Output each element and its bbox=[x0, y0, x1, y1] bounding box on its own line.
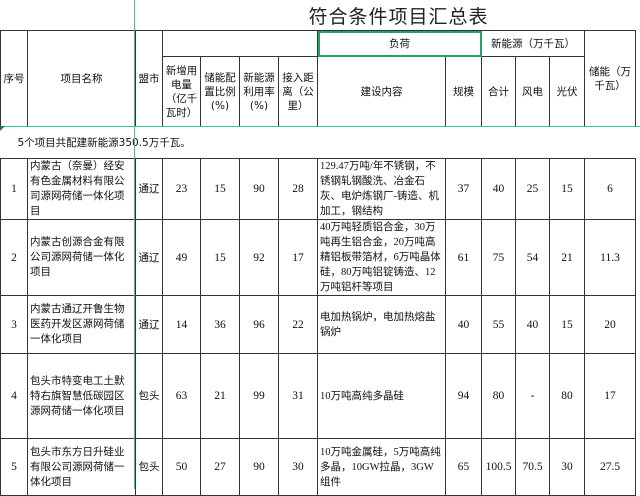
cell-util[interactable]: 96 bbox=[239, 295, 279, 354]
table-row: 2 内蒙古创源合金有限公司源网荷储一体化项目 通辽 49 15 92 17 40万吨轻质铝合金… bbox=[0, 219, 636, 296]
cell-seq[interactable]: 4 bbox=[0, 353, 28, 439]
cell-storage[interactable]: 11.3 bbox=[584, 219, 636, 296]
cell-ratio[interactable]: 15 bbox=[200, 219, 240, 296]
gridline-guide bbox=[0, 126, 640, 127]
cell-power[interactable]: 63 bbox=[162, 353, 201, 439]
cell-seq[interactable]: 1 bbox=[0, 158, 28, 220]
cell-ratio[interactable]: 21 bbox=[200, 353, 240, 439]
header-new-energy[interactable]: 新能源（万千瓦） bbox=[481, 30, 585, 57]
header-wind[interactable]: 风电 bbox=[515, 56, 550, 127]
cell-seq[interactable]: 5 bbox=[0, 438, 28, 496]
header-pv[interactable]: 光伏 bbox=[549, 56, 585, 127]
cell-pv[interactable]: 15 bbox=[549, 158, 585, 220]
header-utilization[interactable]: 新能源利用率(%) bbox=[239, 56, 279, 127]
cell-storage[interactable]: 20 bbox=[584, 295, 636, 354]
cell-name[interactable]: 内蒙古（奈曼）经安有色金属材料有限公司源网荷储一体化项目 bbox=[27, 158, 136, 220]
cell-name[interactable]: 内蒙古创源合金有限公司源网荷储一体化项目 bbox=[27, 219, 136, 296]
sheet-title: 符合条件项目汇总表 bbox=[308, 6, 489, 28]
header-storage[interactable]: 储能（万千瓦） bbox=[584, 30, 636, 127]
cell-dist[interactable]: 22 bbox=[278, 295, 318, 354]
cell-name[interactable]: 包头市特变电工土默特右旗智慧低碳园区源网荷储一体化项目 bbox=[27, 353, 136, 439]
cell-content[interactable]: 10万吨金属硅，5万吨高纯多晶，10GW拉晶，3GW组件 bbox=[317, 438, 446, 496]
cell-name[interactable]: 包头市东方日升硅业有限公司源网荷储一体化项目 bbox=[27, 438, 136, 496]
header-load[interactable]: 负荷 bbox=[317, 30, 482, 57]
cell-content[interactable]: 129.47万吨/年不锈钢，不锈钢轧钢酸洗、冶金石灰、电炉炼钢厂-铸造、机加工，… bbox=[317, 158, 446, 220]
table-row: 3 内蒙古通辽开鲁生物医药开发区源网荷储一体化项目 通辽 14 36 96 22 电加热锅炉，… bbox=[0, 295, 636, 354]
cell-util[interactable]: 99 bbox=[239, 353, 279, 439]
header-seq[interactable]: 序号 bbox=[0, 30, 28, 127]
header-power[interactable]: 新增用电量（亿千瓦时） bbox=[162, 56, 201, 127]
cell-power[interactable]: 23 bbox=[162, 158, 201, 220]
cell-ratio[interactable]: 15 bbox=[200, 158, 240, 220]
summary-row[interactable]: 5个项目共配建新能源350.5万千瓦。 bbox=[0, 126, 636, 159]
cell-total[interactable]: 40 bbox=[481, 158, 516, 220]
header-blank[interactable] bbox=[162, 30, 318, 57]
cell-name[interactable]: 内蒙古通辽开鲁生物医药开发区源网荷储一体化项目 bbox=[27, 295, 136, 354]
cell-scale[interactable]: 37 bbox=[445, 158, 482, 220]
cell-dist[interactable]: 30 bbox=[278, 438, 318, 496]
cell-scale[interactable]: 94 bbox=[445, 353, 482, 439]
cell-content[interactable]: 10万吨高纯多晶硅 bbox=[317, 353, 446, 439]
cell-storage[interactable]: 27.5 bbox=[584, 438, 636, 496]
cell-pv[interactable]: 21 bbox=[549, 219, 585, 296]
cell-total[interactable]: 55 bbox=[481, 295, 516, 354]
cell-pv[interactable]: 15 bbox=[549, 295, 585, 354]
table-row: 4 包头市特变电工土默特右旗智慧低碳园区源网荷储一体化项目 包头 63 21 99 31 10… bbox=[0, 353, 636, 439]
cell-wind[interactable]: - bbox=[515, 353, 550, 439]
cell-util[interactable]: 90 bbox=[239, 438, 279, 496]
cell-scale[interactable]: 61 bbox=[445, 219, 482, 296]
table-row: 5 包头市东方日升硅业有限公司源网荷储一体化项目 包头 50 27 90 30 10万吨金属硅… bbox=[0, 438, 636, 496]
cell-power[interactable]: 50 bbox=[162, 438, 201, 496]
cell-city[interactable]: 包头 bbox=[135, 353, 163, 439]
header-content[interactable]: 建设内容 bbox=[317, 56, 446, 127]
header-storage-ratio[interactable]: 储能配置比例(%) bbox=[200, 56, 240, 127]
summary-table: 序号 项目名称 盟市 负荷 新能源（万千瓦） 储能（万千瓦） 新增用电量（亿千瓦… bbox=[0, 30, 636, 496]
cell-content[interactable]: 电加热锅炉，电加热熔盐锅炉 bbox=[317, 295, 446, 354]
cell-wind[interactable]: 40 bbox=[515, 295, 550, 354]
cell-wind[interactable]: 70.5 bbox=[515, 438, 550, 496]
cell-dist[interactable]: 28 bbox=[278, 158, 318, 220]
cell-seq[interactable]: 3 bbox=[0, 295, 28, 354]
cell-dist[interactable]: 17 bbox=[278, 219, 318, 296]
cell-power[interactable]: 49 bbox=[162, 219, 201, 296]
cell-util[interactable]: 90 bbox=[239, 158, 279, 220]
header-distance[interactable]: 接入距离（公里） bbox=[278, 56, 318, 127]
header-name[interactable]: 项目名称 bbox=[27, 30, 136, 127]
cell-storage[interactable]: 6 bbox=[584, 158, 636, 220]
table-row: 1 内蒙古（奈曼）经安有色金属材料有限公司源网荷储一体化项目 通辽 23 15 90 28 1… bbox=[0, 158, 636, 220]
cell-total[interactable]: 100.5 bbox=[481, 438, 516, 496]
gridline-guide bbox=[134, 0, 135, 489]
cell-power[interactable]: 14 bbox=[162, 295, 201, 354]
cell-scale[interactable]: 40 bbox=[445, 295, 482, 354]
cell-pv[interactable]: 30 bbox=[549, 438, 585, 496]
cell-wind[interactable]: 54 bbox=[515, 219, 550, 296]
cell-city[interactable]: 通辽 bbox=[135, 158, 163, 220]
cell-pv[interactable]: 80 bbox=[549, 353, 585, 439]
cell-ratio[interactable]: 27 bbox=[200, 438, 240, 496]
header-city[interactable]: 盟市 bbox=[135, 30, 163, 127]
cell-storage[interactable]: 17 bbox=[584, 353, 636, 439]
cell-util[interactable]: 92 bbox=[239, 219, 279, 296]
cell-city[interactable]: 通辽 bbox=[135, 219, 163, 296]
cell-total[interactable]: 80 bbox=[481, 353, 516, 439]
cell-scale[interactable]: 65 bbox=[445, 438, 482, 496]
cell-ratio[interactable]: 36 bbox=[200, 295, 240, 354]
cell-dist[interactable]: 31 bbox=[278, 353, 318, 439]
cell-content[interactable]: 40万吨轻质铝合金，30万吨再生铝合金，20万吨高精铝板带箔材，6万吨晶体硅，8… bbox=[317, 219, 446, 296]
cell-seq[interactable]: 2 bbox=[0, 219, 28, 296]
header-scale[interactable]: 规模 bbox=[445, 56, 482, 127]
cell-city[interactable]: 包头 bbox=[135, 438, 163, 496]
cell-total[interactable]: 75 bbox=[481, 219, 516, 296]
comment-marker-icon bbox=[0, 126, 5, 131]
cell-city[interactable]: 通辽 bbox=[135, 295, 163, 354]
cell-wind[interactable]: 25 bbox=[515, 158, 550, 220]
header-total[interactable]: 合计 bbox=[481, 56, 516, 127]
